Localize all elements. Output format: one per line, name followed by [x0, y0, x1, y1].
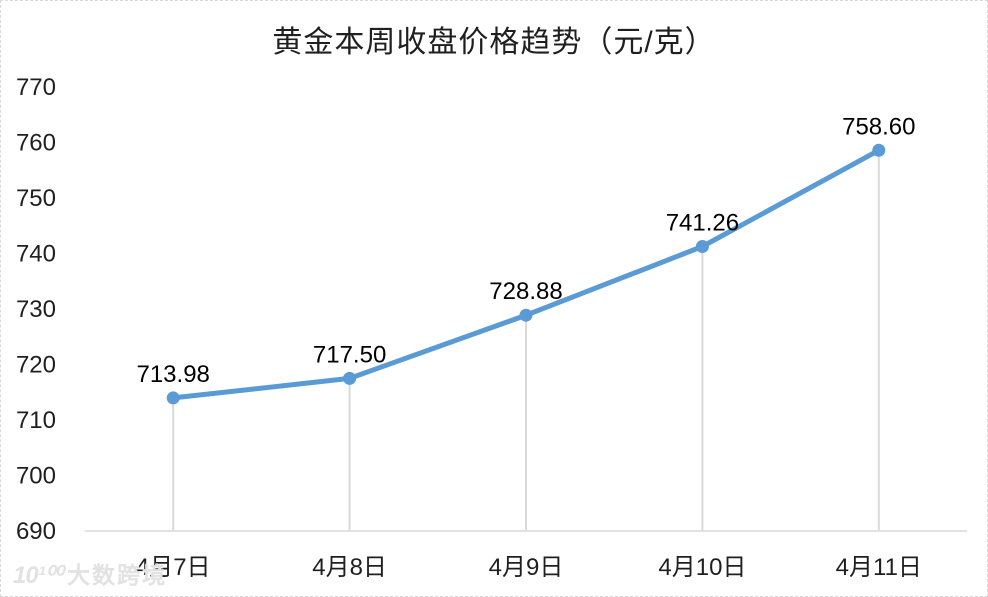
watermark-text: 大数跨境 — [66, 562, 167, 588]
x-axis-tick-label: 4月9日 — [489, 554, 564, 581]
y-axis-tick-label: 750 — [16, 185, 56, 212]
chart-title: 黄金本周收盘价格趋势（元/克） — [272, 26, 716, 59]
x-axis-tick-label: 4月8日 — [312, 554, 387, 581]
y-axis-tick-label: 770 — [16, 74, 56, 101]
data-point-marker — [166, 391, 180, 405]
x-axis-tick-label: 4月7日 — [136, 554, 211, 581]
data-label: 717.50 — [313, 341, 386, 368]
watermark: 10¹⁰⁰ 大数跨境 — [13, 556, 167, 590]
y-axis-tick-label: 760 — [16, 130, 56, 157]
y-axis-tick-label: 720 — [16, 352, 56, 379]
data-point-marker — [695, 240, 709, 254]
y-axis-tick-label: 710 — [16, 407, 56, 434]
x-axis-tick-label: 4月10日 — [658, 554, 746, 581]
data-label: 728.88 — [489, 278, 562, 305]
data-label: 713.98 — [136, 361, 209, 388]
watermark-logo-icon: 10¹⁰⁰ — [13, 562, 63, 589]
data-label: 758.60 — [842, 113, 915, 140]
data-point-marker — [872, 143, 886, 157]
data-label: 741.26 — [666, 210, 739, 237]
y-axis-tick-label: 700 — [16, 463, 56, 490]
data-point-marker — [519, 308, 533, 322]
y-axis-tick-label: 730 — [16, 296, 56, 323]
data-point-marker — [343, 371, 357, 385]
x-axis-tick-label: 4月11日 — [836, 554, 922, 581]
y-axis-tick-label: 740 — [16, 241, 56, 268]
y-axis-tick-label: 690 — [16, 518, 56, 545]
